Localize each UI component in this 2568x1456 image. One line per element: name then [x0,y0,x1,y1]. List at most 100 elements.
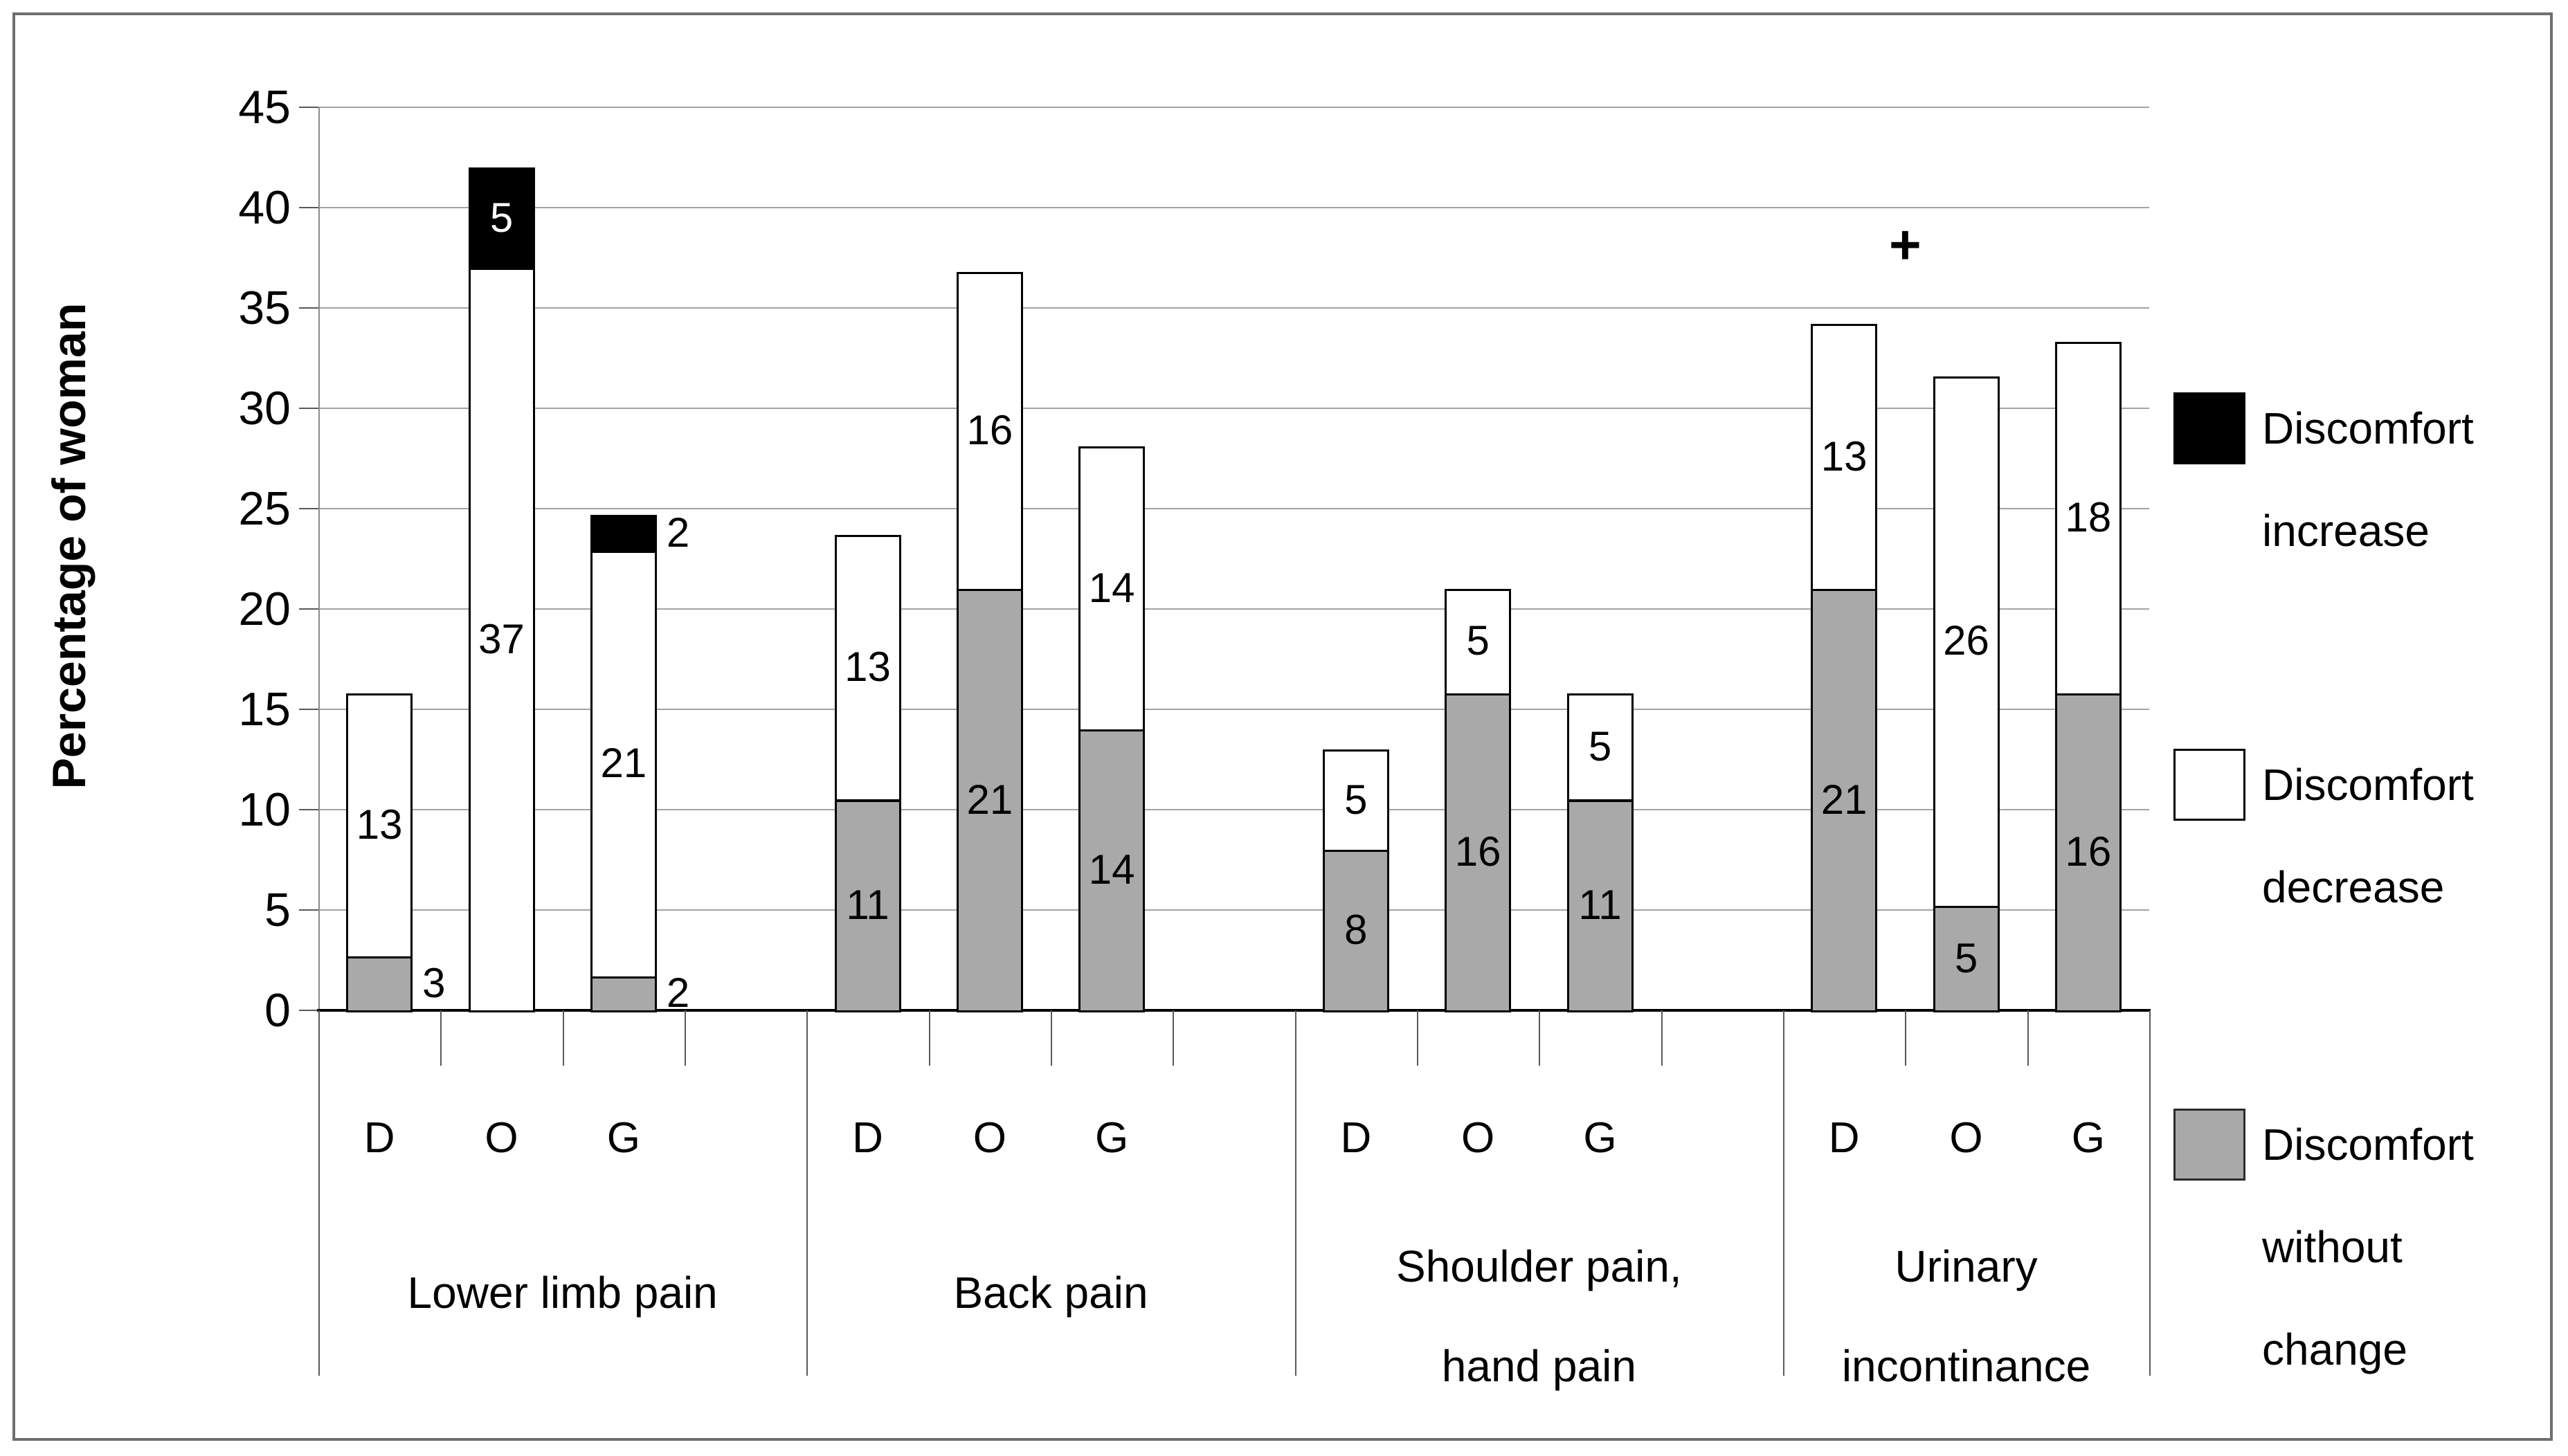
segment-value-label: 11 [1578,881,1622,928]
x-category-label: G [1583,1114,1617,1162]
category-tick [1173,1010,1175,1066]
segment-value-label: 5 [1954,934,1978,981]
group-label: hand pain [1441,1341,1636,1391]
y-tick-label: 25 [238,482,291,535]
gridline [318,207,2149,208]
bar-segment-without_change [1322,850,1389,1012]
x-category-label: G [606,1114,640,1162]
bar-segment-decrease [590,550,657,979]
y-axis-line [318,107,320,1010]
y-tick-label: 20 [238,583,291,635]
gridline [318,408,2149,409]
segment-value-label: 18 [2065,494,2112,541]
y-tick-label: 35 [238,282,291,334]
bar-segment-without_change [1566,799,1634,1012]
segment-value-label: 8 [1344,907,1368,953]
y-axis-tick [299,408,318,409]
y-tick-label: 15 [238,683,291,736]
group-boundary-line [1294,1010,1296,1376]
category-tick [1051,1010,1052,1066]
segment-value-label: 3 [422,959,446,1006]
segment-value-label: 26 [1943,617,1989,664]
category-tick [1417,1010,1418,1066]
segment-value-label: 21 [966,776,1013,823]
y-axis-tick [299,709,318,710]
segment-value-label: 13 [356,801,403,848]
x-category-label: D [363,1114,395,1162]
x-category-label: D [1340,1114,1372,1162]
legend-swatch-without_change [2173,1109,2245,1181]
gridline [318,508,2149,509]
segment-value-label: 13 [844,644,891,691]
group-label: Urinary [1895,1241,2038,1291]
bar-segment-without_change [1811,589,1878,1012]
segment-value-label: 5 [1466,617,1490,664]
group-boundary-line [1783,1010,1784,1376]
group-label: incontinance [1841,1341,2091,1391]
gridline [318,709,2149,710]
category-tick [928,1010,930,1066]
bar-segment-decrease [346,693,413,958]
x-category-label: O [973,1114,1006,1162]
y-axis-tick [299,809,318,810]
segment-value-label: 5 [1588,722,1612,770]
bar-segment-without_change [834,799,901,1012]
bar-segment-decrease [1811,324,1878,591]
segment-value-label: 13 [1820,433,1868,480]
bar-segment-decrease [956,271,1023,591]
gridline [318,307,2149,309]
bar-segment-decrease [1078,446,1146,731]
bar-segment-without_change [590,976,657,1012]
segment-value-label: 2 [666,970,690,1017]
y-axis-tick [299,207,318,208]
segment-value-label: 21 [600,740,647,787]
bar-segment-decrease [1322,749,1389,852]
bar-segment-decrease [468,268,535,1012]
figure-border [12,12,2553,1441]
legend-label: decrease [2262,862,2445,912]
gridline [318,608,2149,610]
bar-segment-without_change [956,589,1023,1012]
bar-segment-increase [590,514,657,553]
legend-label: increase [2262,506,2430,556]
y-tick-label: 0 [264,984,291,1037]
y-tick-label: 10 [238,783,291,836]
category-tick [685,1010,686,1066]
x-category-label: O [485,1114,518,1162]
bar-segment-without_change [1933,906,2000,1012]
segment-value-label: 11 [846,881,889,928]
segment-value-label: 16 [966,406,1013,453]
x-category-label: D [852,1114,883,1162]
legend-label: without [2262,1222,2403,1272]
group-label: Lower limb pain [407,1268,718,1318]
segment-value-label: 14 [1088,564,1135,611]
gridline [318,107,2149,108]
bar-segment-without_change [1445,693,1512,1012]
x-category-label: D [1828,1114,1860,1162]
y-tick-label: 30 [238,382,291,435]
legend-label: change [2262,1325,2407,1374]
y-tick-label: 45 [238,81,291,134]
y-axis-tick [299,307,318,309]
bar-segment-decrease [1445,589,1512,695]
x-category-label: O [1461,1114,1495,1162]
bar-segment-decrease [1566,693,1634,802]
bar-segment-decrease [2054,342,2122,695]
x-axis-line [317,1009,2151,1012]
segment-value-label: 14 [1088,846,1135,893]
x-category-label: O [1949,1114,1983,1162]
group-boundary-line [806,1010,808,1376]
group-boundary-line [2149,1010,2151,1376]
bar-segment-decrease [834,534,901,802]
category-tick [1661,1010,1663,1066]
y-axis-tick [299,1010,318,1011]
segment-value-label: 37 [478,615,525,662]
segment-value-label: 16 [1454,828,1501,875]
legend-label: Discomfort [2262,1120,2474,1170]
plus-annotation: + [1888,214,1922,275]
segment-value-label: 5 [1344,776,1368,823]
category-tick [1539,1010,1541,1066]
y-axis-tick [299,608,318,610]
category-tick [2027,1010,2029,1066]
